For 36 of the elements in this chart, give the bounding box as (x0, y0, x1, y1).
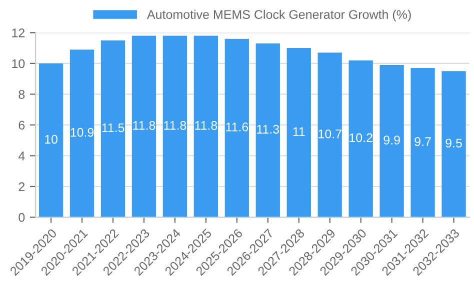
data-label: 9.9 (384, 136, 400, 144)
data-label: 11.8 (164, 121, 186, 130)
y-tick-label: 8 (18, 90, 25, 99)
data-label: 11.8 (195, 121, 218, 130)
y-tick-label: 6 (18, 120, 25, 130)
bar (286, 48, 311, 218)
y-tick-label: 0 (18, 213, 25, 222)
y-tick-label: 2 (18, 182, 25, 192)
legend-label: Automotive MEMS Clock Generator Growth (%) (146, 10, 411, 22)
data-label: 11.6 (226, 122, 248, 132)
bar (256, 43, 280, 218)
bar (70, 50, 94, 218)
data-label: 10.7 (318, 129, 342, 138)
data-label: 10.2 (350, 133, 372, 142)
bar (318, 52, 342, 218)
bar (380, 64, 404, 218)
data-label: 11 (293, 127, 305, 136)
data-label: 11.3 (257, 124, 280, 134)
data-label: 9.5 (446, 138, 462, 148)
data-label: 11.5 (102, 123, 124, 132)
bar (348, 60, 373, 218)
y-tick-label: 4 (18, 152, 25, 160)
y-tick-label: 10 (12, 59, 25, 68)
data-label: 10 (45, 134, 58, 144)
data-label: 9.7 (414, 137, 431, 146)
y-tick-label: 12 (12, 28, 25, 38)
bar (410, 68, 435, 218)
bar (100, 40, 126, 218)
bar (132, 36, 156, 218)
bar (194, 36, 218, 218)
bar (224, 38, 249, 218)
bar (38, 63, 64, 218)
bar (442, 71, 466, 218)
data-label: 11.8 (133, 121, 156, 130)
bar (162, 36, 188, 218)
data-label: 10.9 (70, 128, 94, 137)
